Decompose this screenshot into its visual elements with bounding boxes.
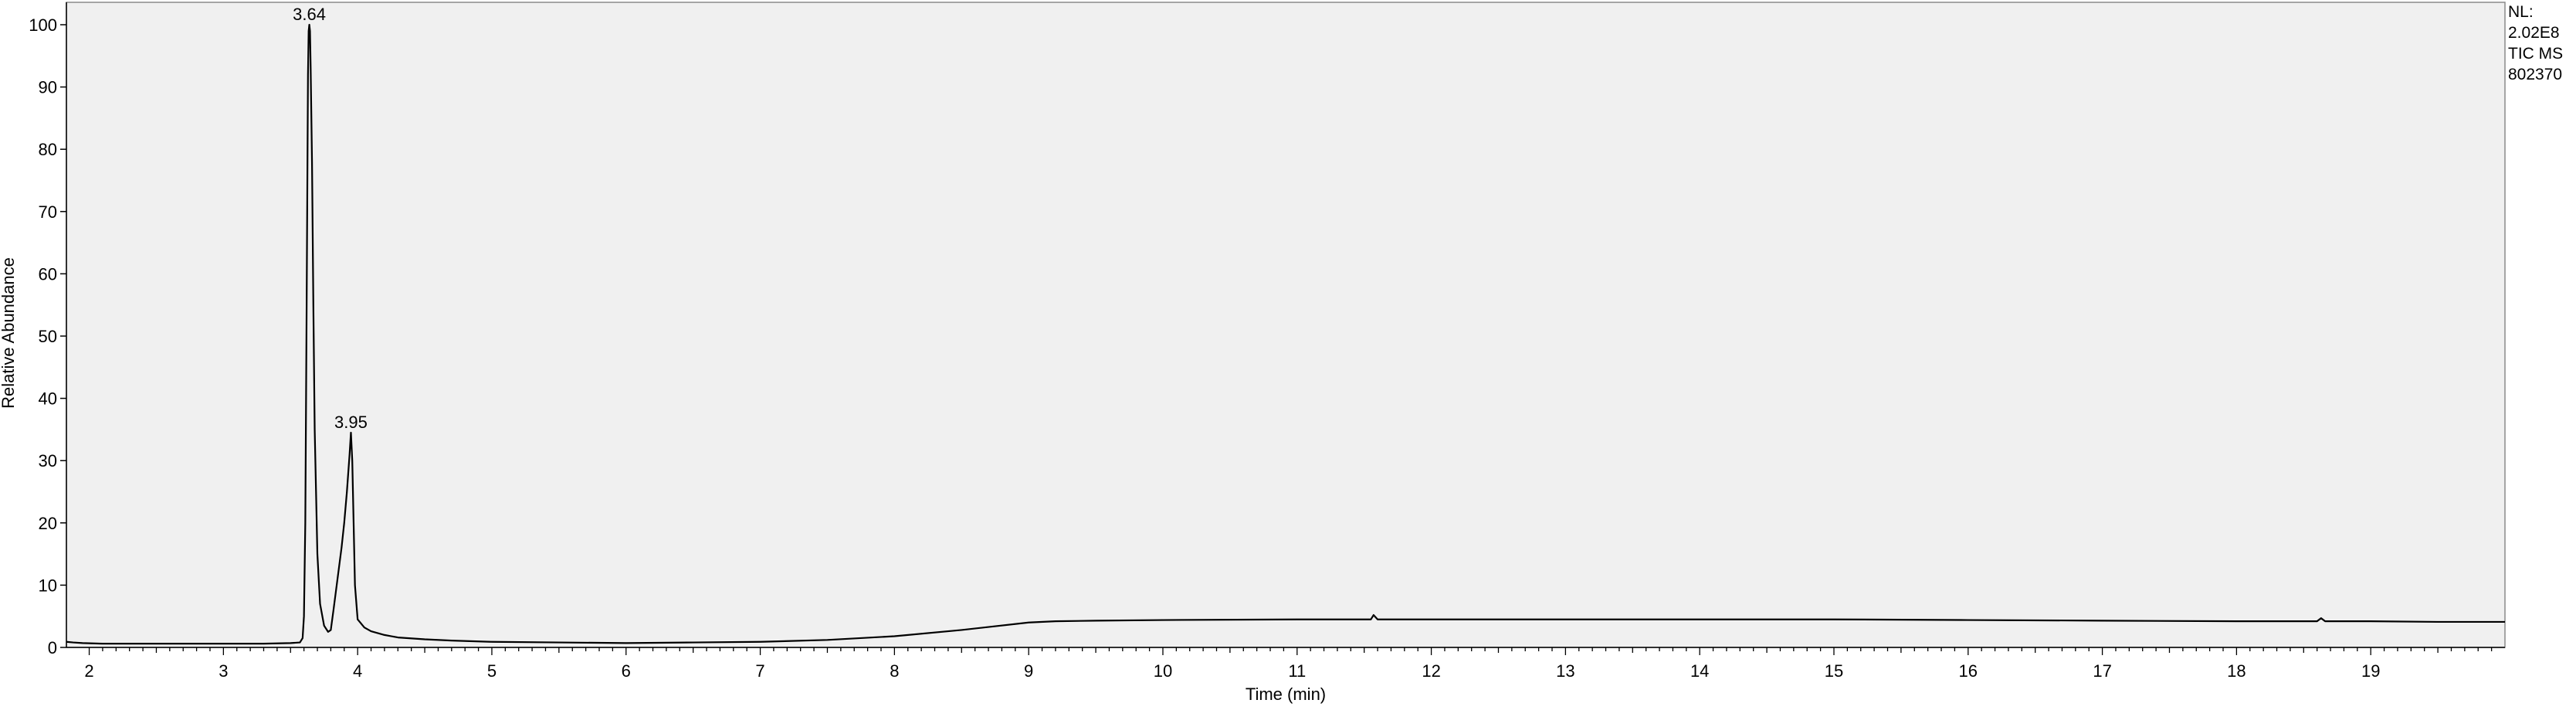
x-axis-title: Time (min): [1246, 685, 1326, 704]
plot-area: [66, 2, 2506, 648]
x-tick-label: 12: [1422, 661, 1440, 681]
y-tick-label: 100: [29, 15, 57, 35]
x-tick-label: 3: [219, 661, 228, 681]
x-tick-label: 8: [890, 661, 899, 681]
y-axis-title: Relative Abundance: [0, 257, 18, 409]
x-tick-label: 7: [755, 661, 764, 681]
peak-labels: 3.64 3.95: [293, 5, 368, 432]
peak-label: 3.95: [334, 413, 368, 432]
y-axis-ticks: 0 10 20 30 40 50 60 70 80 90 100: [29, 15, 66, 657]
x-tick-label: 6: [622, 661, 631, 681]
y-tick-label: 70: [39, 202, 57, 222]
x-axis-ticks: 2 3 4 5 6 7 8 9 10 11 12 13 14 15 16 17 18 19: [84, 647, 2493, 681]
x-tick-label: 10: [1154, 661, 1172, 681]
info-line: 2.02E8: [2508, 24, 2560, 42]
y-tick-label: 20: [39, 514, 57, 533]
y-tick-label: 30: [39, 451, 57, 471]
info-line: TIC MS: [2508, 45, 2564, 63]
info-line: NL:: [2508, 3, 2534, 21]
x-tick-label: 9: [1024, 661, 1033, 681]
normalization-info: NL: 2.02E8 TIC MS 802370: [2508, 2, 2563, 85]
x-tick-label: 13: [1556, 661, 1574, 681]
x-tick-label: 17: [2093, 661, 2111, 681]
y-tick-label: 60: [39, 264, 57, 284]
y-tick-label: 10: [39, 576, 57, 595]
y-tick-label: 0: [48, 638, 57, 657]
y-tick-label: 80: [39, 140, 57, 159]
x-tick-label: 11: [1288, 661, 1306, 681]
tic-trace-line: [66, 23, 2505, 645]
x-tick-label: 18: [2227, 661, 2246, 681]
info-line: 802370: [2508, 66, 2563, 83]
x-tick-label: 19: [2361, 661, 2380, 681]
x-tick-label: 2: [84, 661, 93, 681]
y-tick-label: 50: [39, 327, 57, 346]
peak-label: 3.64: [293, 5, 326, 24]
x-tick-label: 5: [487, 661, 497, 681]
x-tick-label: 15: [1825, 661, 1843, 681]
x-tick-label: 4: [353, 661, 362, 681]
x-tick-label: 14: [1690, 661, 1709, 681]
y-tick-label: 40: [39, 389, 57, 409]
y-tick-label: 90: [39, 78, 57, 97]
x-tick-label: 16: [1959, 661, 1978, 681]
